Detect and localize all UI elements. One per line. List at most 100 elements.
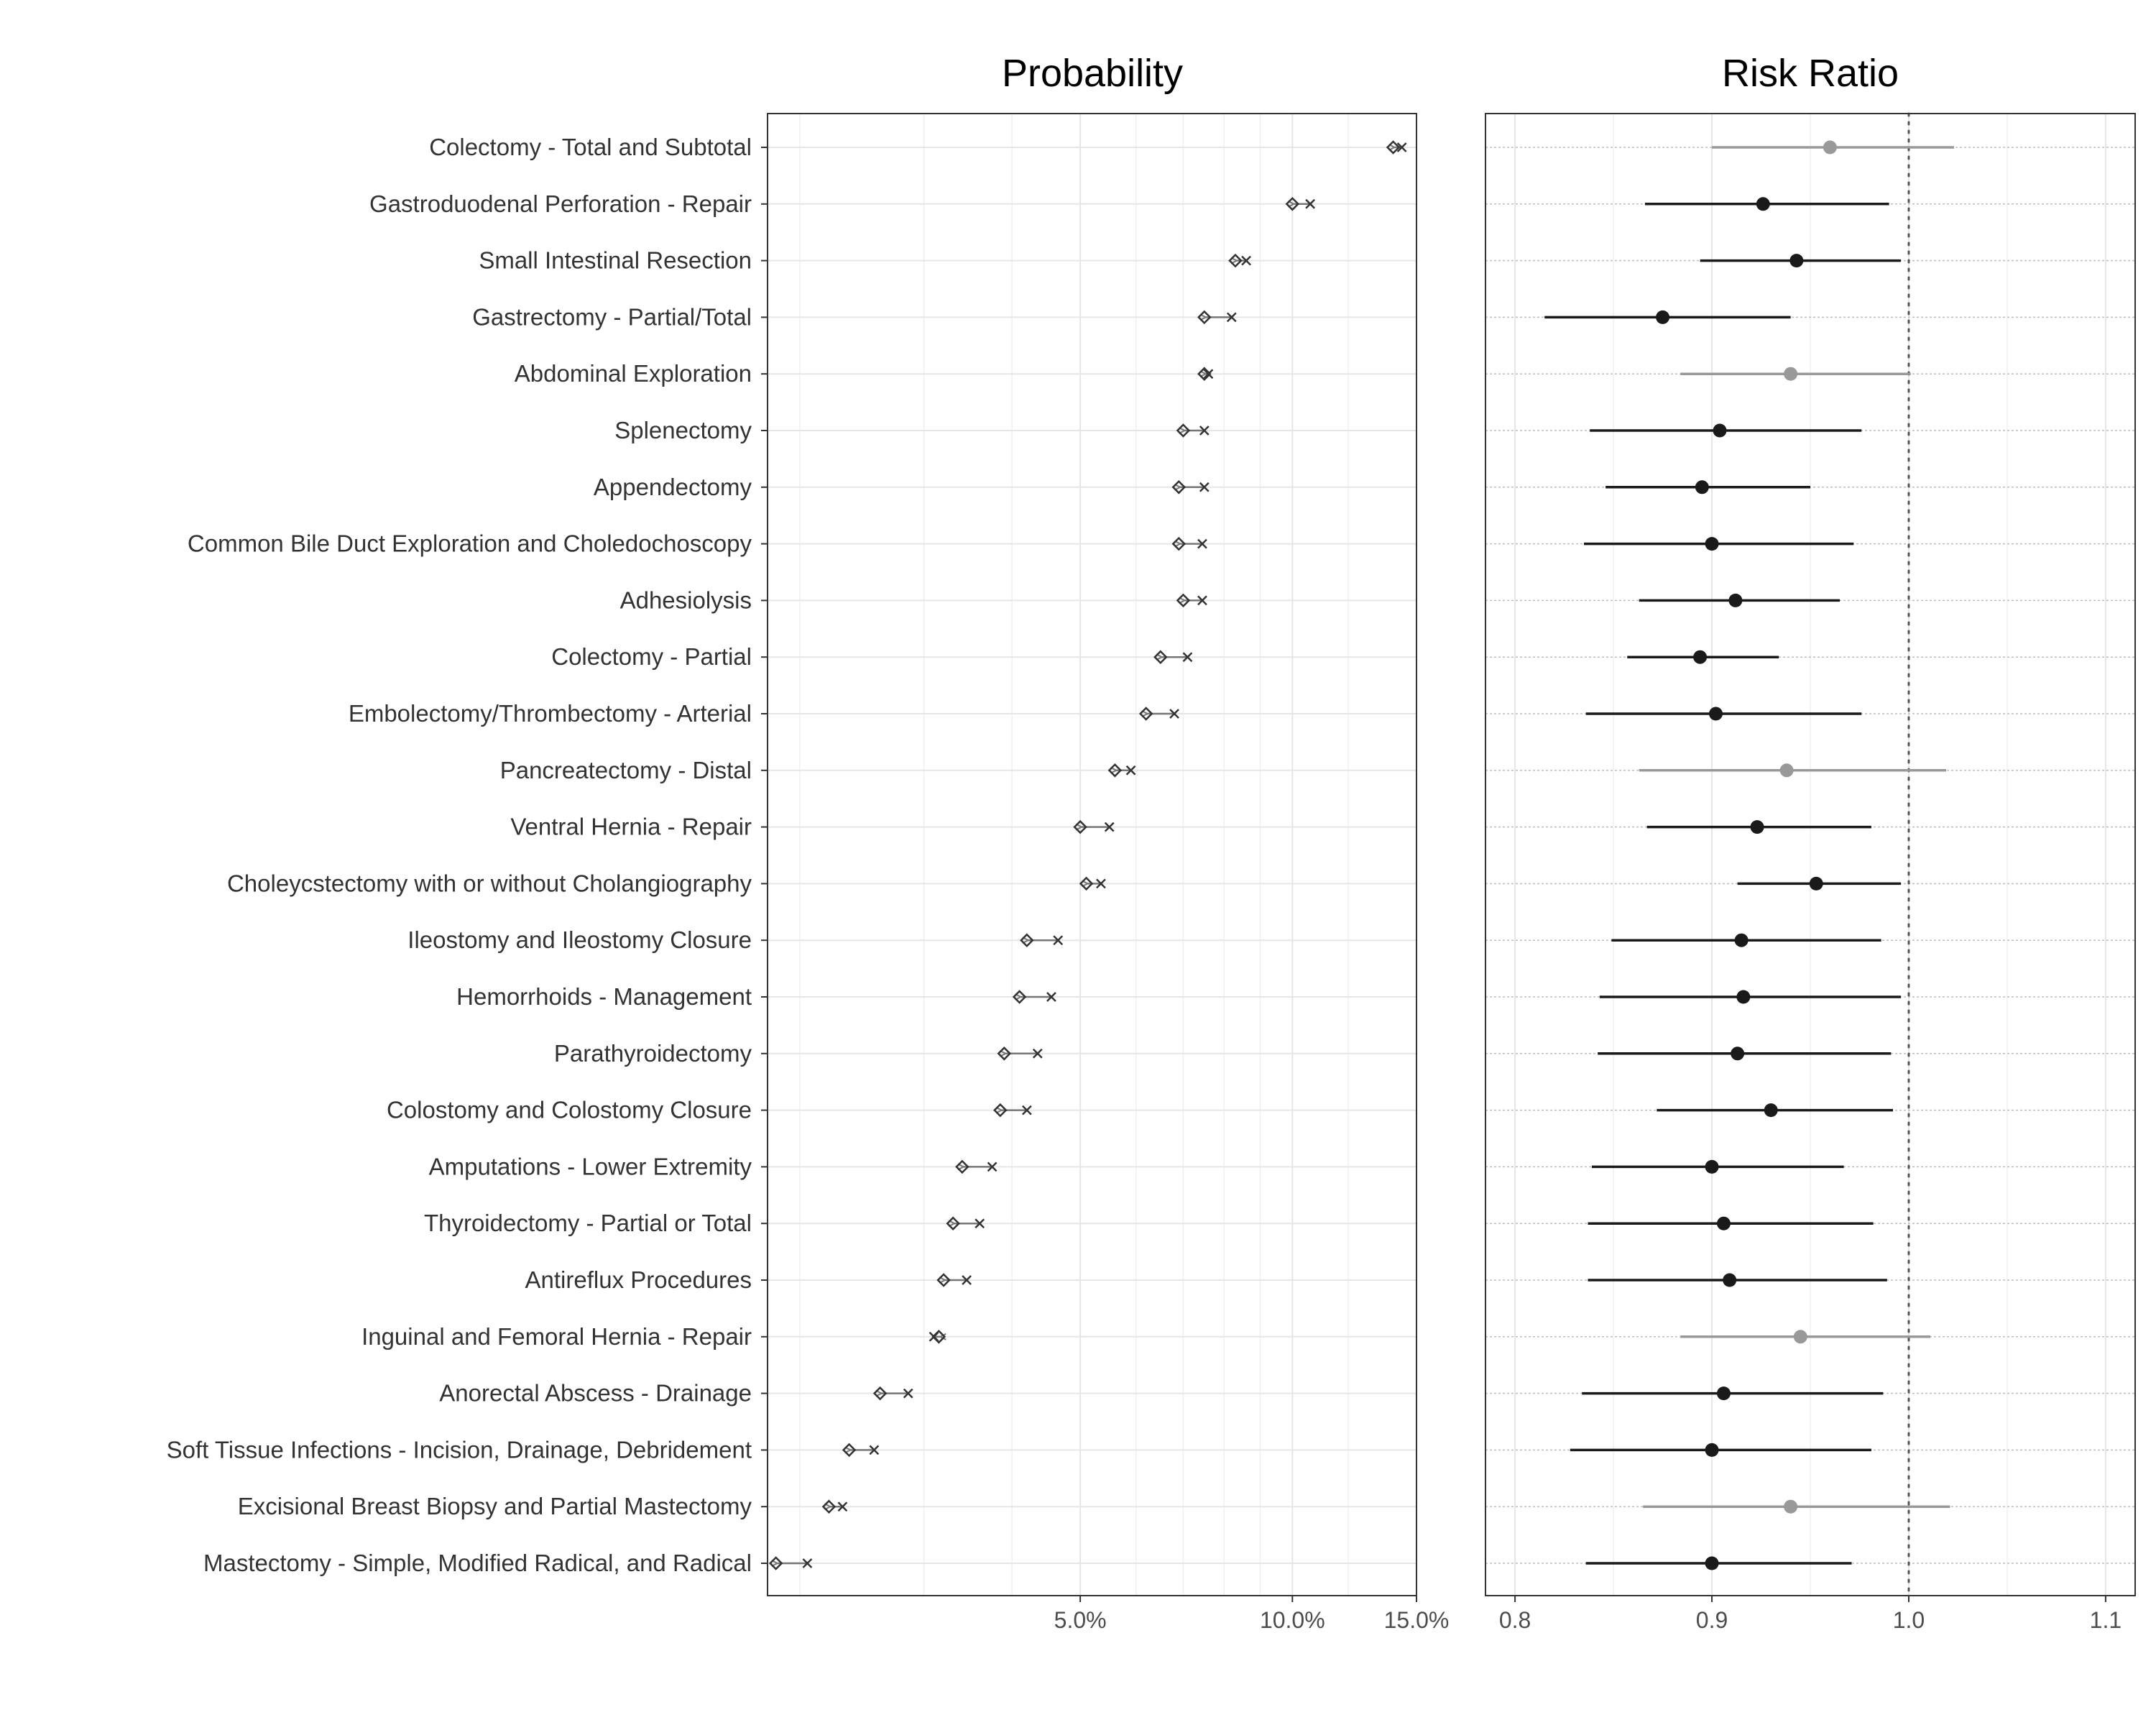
category-label: Amputations - Lower Extremity (429, 1153, 752, 1179)
point-estimate (1750, 820, 1764, 834)
point-estimate (1705, 1443, 1719, 1457)
diamond-marker (1153, 650, 1168, 664)
point-estimate (1764, 1103, 1778, 1118)
category-label: Antireflux Procedures (525, 1266, 752, 1293)
x-marker (975, 1218, 985, 1229)
category-label: Colectomy - Total and Subtotal (429, 134, 752, 160)
x-marker (1125, 765, 1136, 776)
x-marker (1169, 709, 1179, 719)
x-marker (1241, 255, 1251, 266)
point-estimate (1728, 593, 1743, 607)
point-estimate (1756, 197, 1770, 211)
point-estimate (1731, 1046, 1745, 1061)
diamond-marker (946, 1216, 960, 1230)
probability-marks (768, 140, 1407, 1570)
x-marker (962, 1275, 972, 1285)
x-tick-label: 0.9 (1696, 1607, 1728, 1633)
point-estimate (1695, 480, 1709, 494)
risk-ratio-grid (1485, 112, 2135, 1597)
x-marker (1021, 1105, 1032, 1116)
x-marker (1053, 935, 1064, 946)
x-marker (1104, 822, 1115, 832)
point-estimate (1736, 990, 1751, 1004)
category-label: Soft Tissue Infections - Incision, Drain… (167, 1436, 752, 1463)
x-marker (1197, 538, 1207, 549)
x-tick-label: 5.0% (1054, 1607, 1107, 1633)
category-label: Appendectomy (594, 474, 752, 500)
category-label: Gastroduodenal Perforation - Repair (369, 190, 752, 217)
x-marker (1203, 369, 1214, 380)
diamond-marker (1107, 763, 1123, 778)
point-estimate (1713, 423, 1727, 438)
category-label: Pancreatectomy - Distal (500, 757, 752, 783)
x-marker (837, 1501, 848, 1512)
diamond-marker (842, 1443, 857, 1458)
x-marker (1046, 992, 1056, 1002)
diamond-marker (872, 1386, 888, 1401)
category-label: Parathyroidectomy (554, 1040, 752, 1067)
x-marker (987, 1162, 998, 1172)
risk-ratio-marks (1544, 140, 1954, 1570)
category-label: Colectomy - Partial (551, 643, 752, 670)
category-label: Choleycstectomy with or without Cholangi… (227, 870, 752, 896)
diamond-marker (1073, 819, 1087, 834)
risk-ratio-panel-border (1485, 113, 2136, 1596)
category-label: Hemorrhoids - Management (456, 983, 752, 1010)
x-marker (1197, 595, 1207, 606)
point-estimate (1705, 537, 1719, 551)
point-estimate (1716, 1386, 1731, 1401)
category-label: Mastectomy - Simple, Modified Radical, a… (203, 1550, 752, 1576)
probability-x-axis: 5.0% 10.0% 15.0% (1054, 1596, 1449, 1633)
x-marker (869, 1445, 880, 1455)
x-marker (1199, 482, 1210, 492)
diamond-marker (1228, 253, 1243, 268)
category-label: Colostomy and Colostomy Closure (387, 1097, 752, 1123)
category-label: Excisional Breast Biopsy and Partial Mas… (238, 1493, 752, 1519)
point-estimate (1734, 933, 1749, 947)
risk-ratio-x-axis: 0.8 0.9 1.0 1.1 (1499, 1596, 2122, 1633)
point-estimate (1823, 140, 1837, 155)
x-tick-label: 1.1 (2090, 1607, 2122, 1633)
category-label: Ileostomy and Ileostomy Closure (407, 926, 752, 953)
point-estimate (1656, 310, 1670, 324)
category-label: Abdominal Exploration (515, 360, 752, 387)
category-label: Inguinal and Femoral Hernia - Repair (361, 1323, 752, 1350)
x-tick-label: 0.8 (1499, 1607, 1531, 1633)
x-tick-label: 1.0 (1893, 1607, 1925, 1633)
x-marker (1396, 142, 1407, 152)
diamond-marker (993, 1103, 1008, 1118)
diamond-marker (1197, 367, 1212, 381)
diamond-marker (1012, 990, 1027, 1004)
category-label: Gastrectomy - Partial/Total (472, 303, 752, 330)
diamond-marker (1171, 536, 1187, 551)
risk-ratio-panel-title: Risk Ratio (1722, 52, 1899, 95)
diamond-marker (1171, 480, 1187, 494)
diamond-marker (997, 1046, 1012, 1061)
category-label: Small Intestinal Resection (479, 247, 752, 274)
x-tick-label: 10.0% (1260, 1607, 1325, 1633)
x-marker (1305, 198, 1316, 209)
x-marker (1226, 312, 1237, 323)
x-marker (1199, 426, 1210, 436)
point-estimate (1793, 1330, 1807, 1344)
category-label: Adhesiolysis (620, 586, 752, 613)
diamond-marker (936, 1273, 951, 1287)
diamond-marker (1386, 140, 1401, 155)
category-label: Ventral Hernia - Repair (510, 814, 752, 840)
diamond-marker (1020, 933, 1034, 947)
point-estimate (1693, 650, 1708, 664)
probability-panel-border (767, 113, 1417, 1596)
diamond-marker (1079, 876, 1094, 891)
x-marker (802, 1558, 813, 1568)
diamond-marker (768, 1556, 783, 1570)
diamond-marker (1176, 423, 1191, 438)
point-estimate (1705, 1556, 1719, 1570)
diamond-marker (955, 1159, 969, 1174)
probability-grid (768, 114, 1417, 1596)
point-estimate (1789, 254, 1804, 268)
category-label: Anorectal Abscess - Drainage (439, 1380, 752, 1407)
point-estimate (1716, 1216, 1731, 1230)
category-label: Common Bile Duct Exploration and Choledo… (188, 530, 752, 557)
point-estimate (1784, 1499, 1798, 1514)
probability-panel-title: Probability (1002, 52, 1183, 95)
